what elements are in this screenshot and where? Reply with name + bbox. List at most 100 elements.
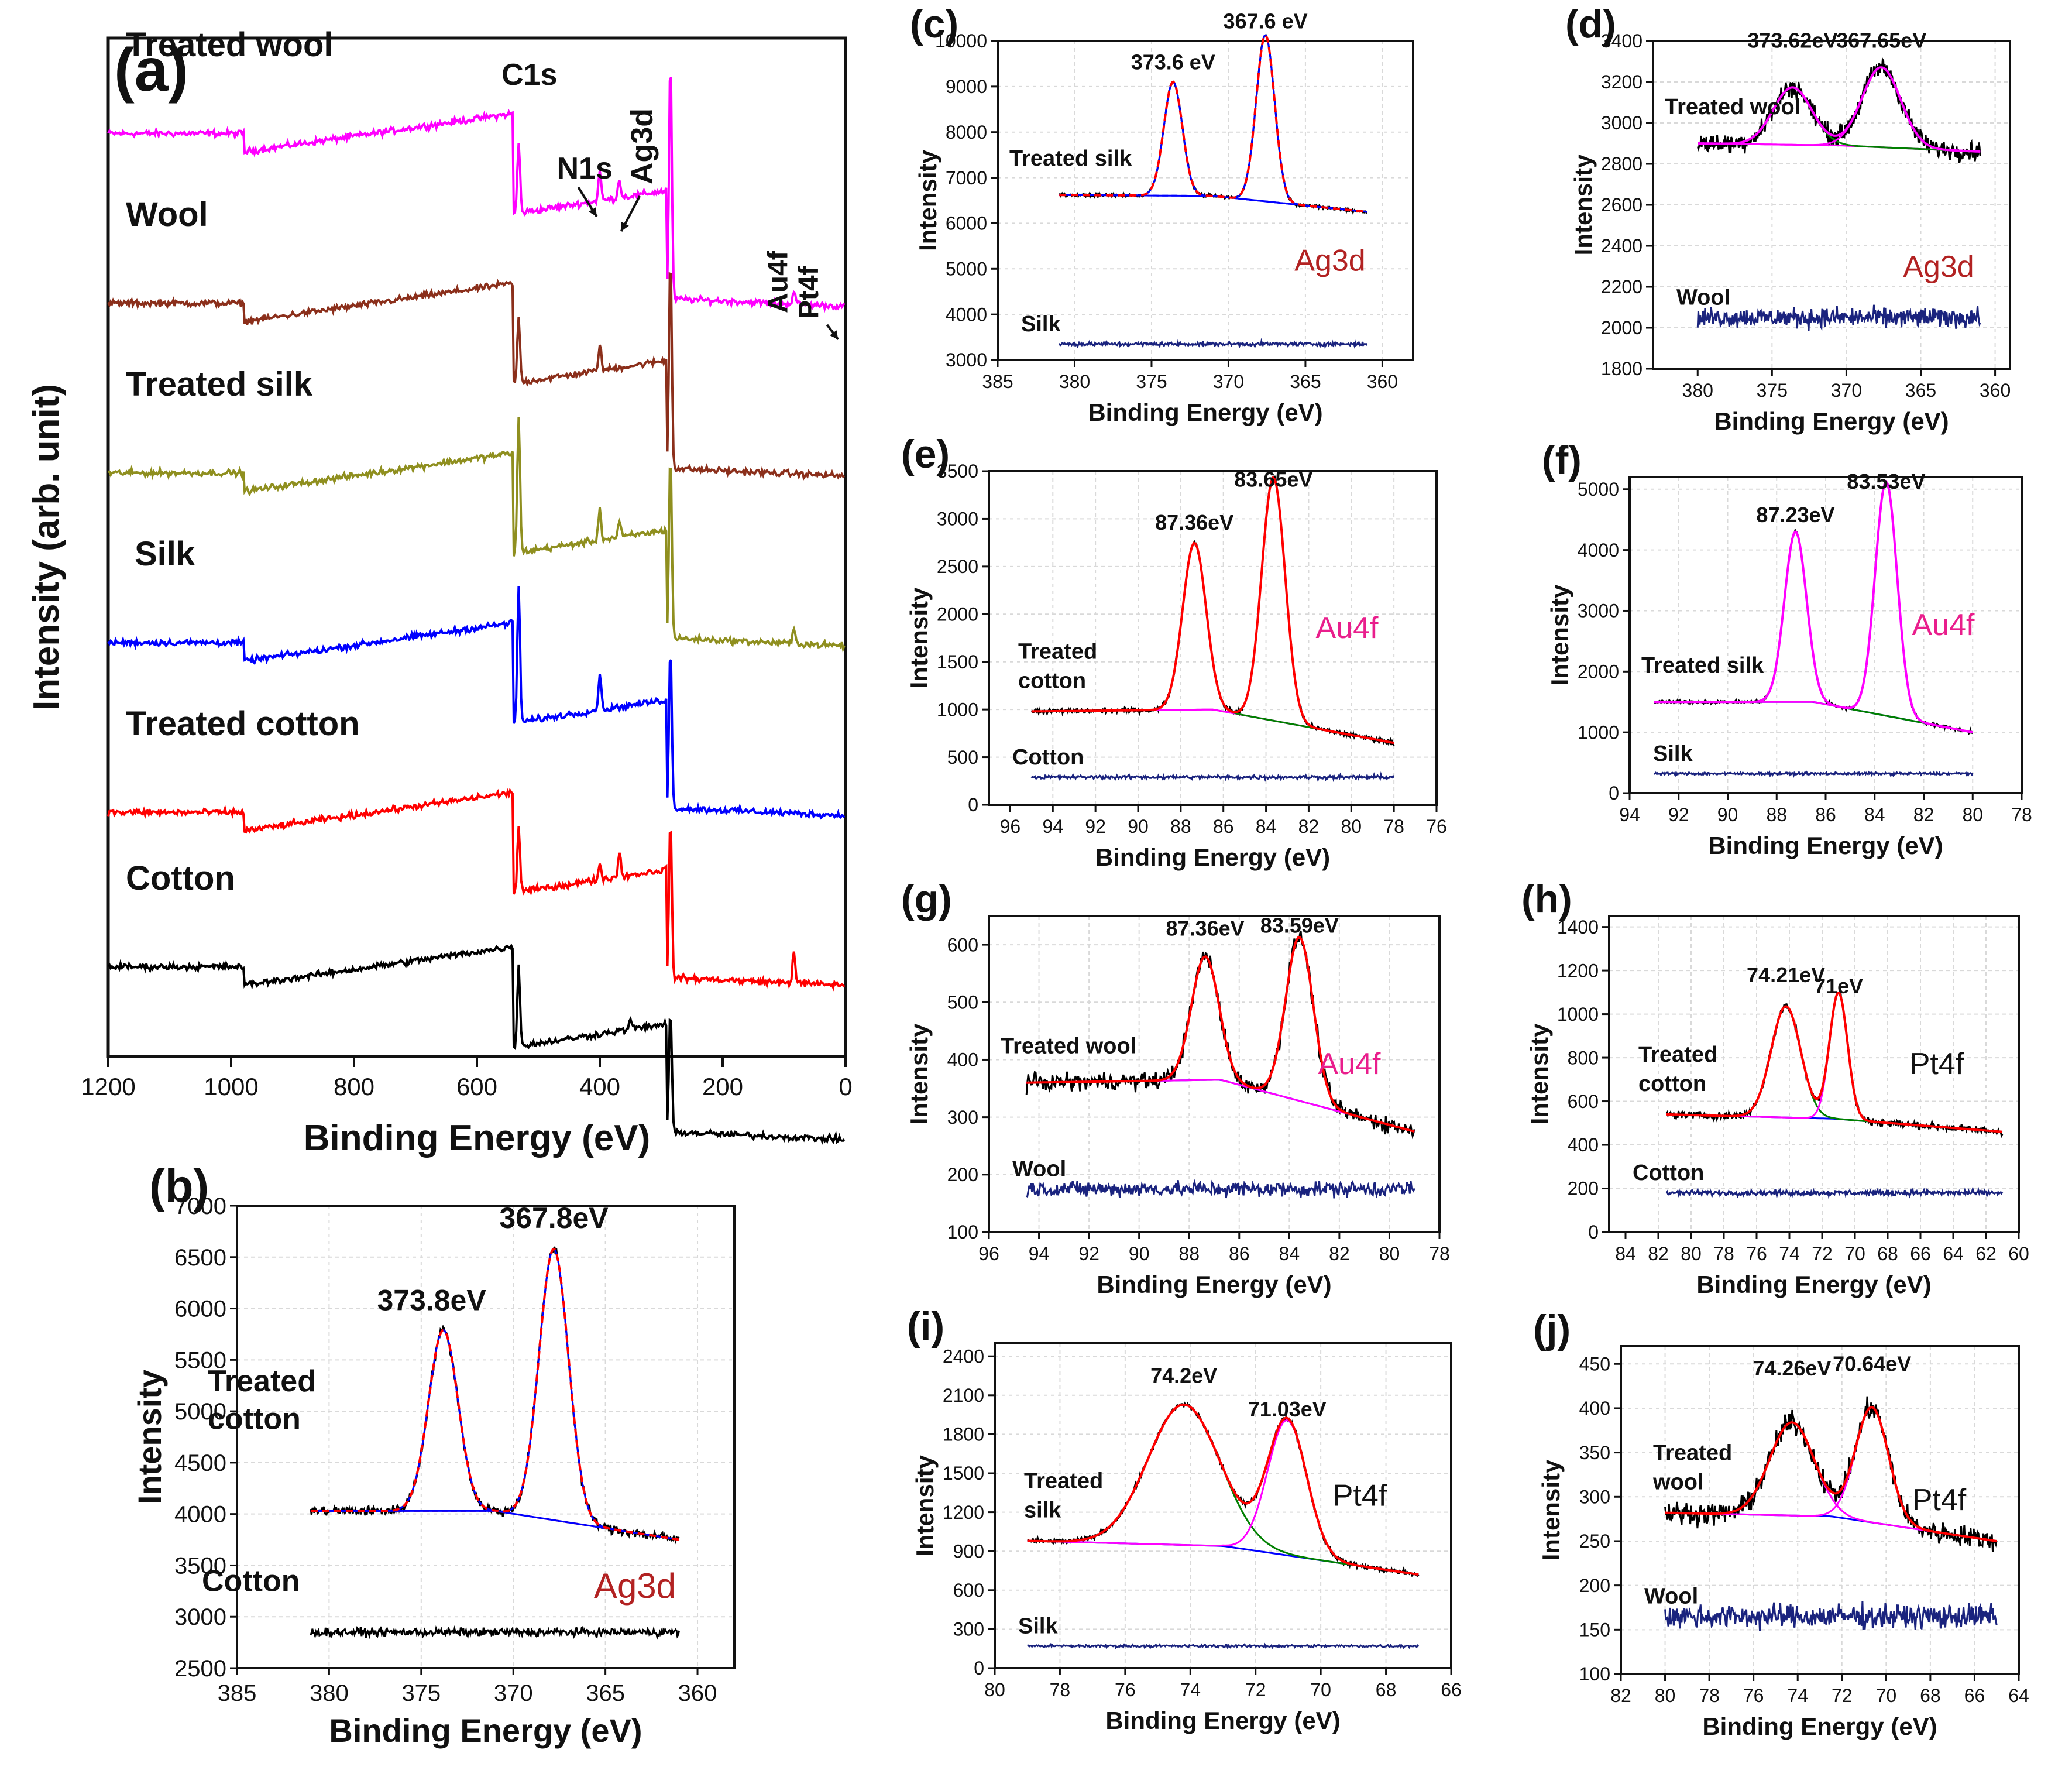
panel-label-h: (h): [1521, 877, 1572, 921]
x-axis-title: Binding Energy (eV): [1714, 407, 1949, 435]
y-tick-label: 6000: [946, 213, 987, 234]
panel-g: (g) 96 94 92 90 88 86 84 82 80 78 100 200 300 400 500 60…: [901, 877, 1450, 1298]
series-untreated: [1664, 1601, 1998, 1631]
sample-label-treated: Treated wool: [1001, 1034, 1136, 1059]
survey-series: [107, 943, 846, 1145]
element-label: Ag3d: [594, 1566, 676, 1606]
series-untreated: [1653, 770, 1974, 778]
y-tick-label: 10000: [935, 30, 987, 52]
y-tick-label: 450: [1579, 1353, 1610, 1374]
peak-annotation: 373.62eV: [1747, 29, 1837, 53]
x-tick-label: 76: [1746, 1243, 1767, 1264]
survey-series-label: Silk: [135, 535, 195, 573]
y-tick-label: 2000: [1601, 317, 1643, 338]
series-envelope-fit: [1665, 1406, 1997, 1542]
x-tick-label: 68: [1920, 1685, 1941, 1706]
y-tick-label: 1000: [1557, 1004, 1599, 1025]
x-tick-label: 380: [310, 1680, 349, 1706]
x-axis-title: Binding Energy (eV): [1088, 399, 1322, 426]
x-axis-title: Binding Energy (eV): [1095, 843, 1330, 871]
x-axis-title: Binding Energy (eV): [1105, 1707, 1340, 1734]
series-untreated: [1027, 1642, 1420, 1649]
peak-annotation: 71eV: [1814, 974, 1863, 998]
y-tick-label: 2100: [943, 1385, 984, 1406]
x-tick-label: 64: [1943, 1243, 1964, 1264]
x-tick-label: 72: [1832, 1685, 1853, 1706]
peak-annotation: 71.03eV: [1248, 1397, 1327, 1421]
y-tick-label: 4000: [946, 304, 987, 325]
x-tick-label: 370: [1213, 371, 1244, 392]
x-tick-label: 365: [1290, 371, 1321, 392]
x-tick-label: 375: [1757, 380, 1788, 401]
x-tick-label: 88: [1170, 816, 1191, 837]
sample-label-treated: cotton: [1018, 668, 1086, 693]
y-tick-label: 900: [953, 1541, 984, 1562]
series-envelope-fit: [1666, 992, 2003, 1133]
x-tick-label: 385: [982, 371, 1013, 392]
x-tick-label: 78: [1713, 1243, 1734, 1264]
x-tick-label: 80: [1681, 1243, 1702, 1264]
x-tick-label: 70: [1876, 1685, 1897, 1706]
survey-series: [107, 586, 846, 820]
sample-label-treated: Treated: [1018, 640, 1097, 664]
series-envelope-fit: [1698, 66, 1981, 153]
x-tick-label: 82: [1648, 1243, 1669, 1264]
y-tick-label: 1800: [1601, 358, 1643, 379]
y-tick-label: 3500: [174, 1553, 226, 1579]
panel-label-e: (e): [901, 432, 950, 476]
x-tick-label: 400: [579, 1073, 620, 1100]
x-tick-label: 76: [1426, 816, 1447, 837]
y-tick-label: 6500: [174, 1245, 226, 1271]
sample-label-untreated: Silk: [1018, 1614, 1058, 1638]
y-tick-label: 1400: [1557, 917, 1599, 938]
x-tick-label: 80: [1962, 804, 1983, 825]
x-tick-label: 74: [1180, 1679, 1201, 1700]
sample-label-treated: Treated wool: [1665, 95, 1800, 119]
y-tick-label: 0: [1609, 783, 1619, 804]
x-tick-label: 375: [401, 1680, 441, 1706]
panel-d: (d) 380 375 370 365 360 1800 2000 2200 2400 2600 28…: [1565, 2, 2011, 435]
x-tick-label: 94: [1029, 1243, 1050, 1264]
y-tick-label: 6000: [174, 1296, 226, 1322]
x-tick-label: 96: [1000, 816, 1021, 837]
x-tick-label: 96: [978, 1243, 999, 1264]
peak-annotation: 74.21eV: [1747, 963, 1825, 987]
survey-series: [107, 787, 846, 992]
panel-label-j: (j): [1533, 1307, 1571, 1351]
x-tick-label: 600: [456, 1073, 497, 1100]
x-tick-label: 80: [984, 1679, 1005, 1700]
sample-label-untreated: Silk: [1653, 742, 1693, 766]
series-envelope-fit: [1059, 33, 1367, 213]
panel-c: (c) 385 380 375 370 365 360 3000 4000 5000 6000 700…: [910, 2, 1414, 426]
peak-annotation: 87.36eV: [1155, 510, 1233, 534]
series-envelope-fit: [1027, 1403, 1419, 1576]
peak-annotation: 83.53eV: [1847, 469, 1925, 493]
peak-annotation: 83.59eV: [1260, 913, 1339, 937]
x-tick-label: 1000: [204, 1073, 258, 1100]
x-axis-title: Binding Energy (eV): [329, 1712, 642, 1749]
panel-a: (a) 1200 1000 800 600 400 200 0 Binding Energy (…: [26, 26, 853, 1158]
x-axis-title: Binding Energy (eV): [304, 1118, 650, 1158]
sample-label-treated: Treated: [1024, 1469, 1103, 1494]
x-axis-title: Binding Energy (eV): [1702, 1713, 1937, 1740]
series-treated-raw: [1025, 930, 1415, 1140]
x-tick-label: 82: [1913, 804, 1934, 825]
x-tick-label: 365: [586, 1680, 625, 1706]
y-tick-label: 3400: [1601, 30, 1643, 52]
x-tick-label: 72: [1245, 1679, 1266, 1700]
survey-series: [107, 272, 846, 481]
y-tick-label: 2000: [937, 603, 978, 625]
y-axis-title: Intensity (arb. unit): [26, 384, 67, 711]
y-tick-label: 800: [1568, 1047, 1599, 1068]
sample-label-untreated: Silk: [1021, 312, 1061, 337]
x-tick-label: 74: [1779, 1243, 1800, 1264]
y-tick-label: 8000: [946, 122, 987, 143]
x-tick-label: 82: [1298, 816, 1320, 837]
panel-i: (i) 80 78 76 74 72 70 68 66 0 300 600 900 1200 1500 180…: [907, 1304, 1462, 1734]
x-tick-label: 90: [1717, 804, 1738, 825]
x-tick-label: 385: [218, 1680, 257, 1706]
y-tick-label: 400: [1579, 1398, 1610, 1419]
x-tick-label: 86: [1213, 816, 1234, 837]
x-tick-label: 360: [678, 1680, 717, 1706]
x-tick-label: 70: [1310, 1679, 1331, 1700]
